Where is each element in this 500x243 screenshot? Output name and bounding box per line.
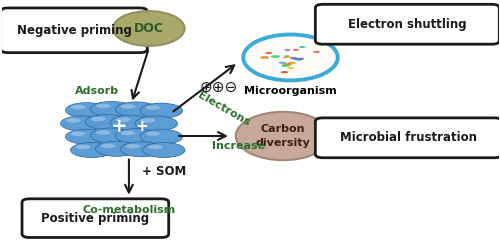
Text: Microbial frustration: Microbial frustration: [340, 131, 477, 144]
Ellipse shape: [66, 129, 108, 144]
Ellipse shape: [142, 143, 185, 157]
Ellipse shape: [135, 116, 178, 131]
Ellipse shape: [260, 56, 269, 59]
Ellipse shape: [123, 143, 163, 157]
Ellipse shape: [66, 103, 108, 118]
Text: Positive priming: Positive priming: [42, 212, 150, 225]
Ellipse shape: [96, 130, 110, 135]
Ellipse shape: [146, 131, 160, 136]
FancyBboxPatch shape: [22, 199, 169, 237]
Ellipse shape: [145, 144, 186, 157]
Ellipse shape: [73, 144, 113, 157]
Ellipse shape: [146, 105, 160, 110]
Ellipse shape: [71, 131, 86, 136]
Ellipse shape: [68, 104, 108, 118]
Ellipse shape: [138, 117, 178, 131]
Ellipse shape: [284, 55, 290, 57]
Ellipse shape: [288, 62, 296, 64]
Ellipse shape: [236, 112, 330, 160]
Ellipse shape: [96, 141, 138, 156]
Ellipse shape: [140, 118, 155, 123]
Ellipse shape: [120, 142, 162, 157]
Ellipse shape: [281, 71, 288, 73]
Ellipse shape: [296, 59, 302, 61]
Ellipse shape: [313, 51, 320, 53]
Text: DOC: DOC: [134, 22, 164, 35]
Text: Co-metabolism: Co-metabolism: [82, 205, 176, 215]
Ellipse shape: [126, 144, 140, 148]
Ellipse shape: [293, 58, 300, 60]
Ellipse shape: [98, 143, 138, 156]
Ellipse shape: [284, 49, 290, 51]
Ellipse shape: [68, 131, 108, 144]
Ellipse shape: [93, 130, 133, 143]
Ellipse shape: [60, 116, 103, 131]
Ellipse shape: [96, 104, 110, 108]
Ellipse shape: [90, 101, 132, 116]
Ellipse shape: [118, 104, 158, 117]
Text: ⊕⊕⊖: ⊕⊕⊖: [200, 80, 237, 95]
FancyBboxPatch shape: [316, 4, 500, 44]
Ellipse shape: [265, 52, 272, 54]
Text: Microorganism: Microorganism: [244, 86, 337, 96]
Circle shape: [244, 35, 338, 80]
Ellipse shape: [140, 129, 182, 144]
Ellipse shape: [71, 105, 86, 109]
Ellipse shape: [299, 46, 306, 48]
Ellipse shape: [66, 118, 80, 123]
Ellipse shape: [110, 115, 152, 130]
Ellipse shape: [120, 131, 136, 135]
Text: Carbon
diversity: Carbon diversity: [256, 124, 310, 148]
Text: Electron shuttling: Electron shuttling: [348, 18, 467, 31]
Ellipse shape: [86, 114, 128, 130]
Ellipse shape: [63, 117, 103, 131]
Ellipse shape: [140, 103, 182, 118]
Ellipse shape: [287, 67, 294, 69]
Text: + SOM: + SOM: [142, 165, 186, 178]
Circle shape: [113, 11, 184, 46]
Ellipse shape: [296, 58, 304, 60]
Ellipse shape: [76, 145, 90, 149]
Ellipse shape: [88, 116, 128, 130]
Text: Increase: Increase: [212, 141, 265, 151]
Ellipse shape: [142, 104, 183, 118]
Ellipse shape: [113, 117, 153, 130]
Text: Negative priming: Negative priming: [16, 24, 132, 37]
FancyBboxPatch shape: [0, 8, 148, 53]
Ellipse shape: [90, 128, 132, 143]
Text: Electrons: Electrons: [196, 90, 251, 128]
Ellipse shape: [93, 103, 133, 116]
Ellipse shape: [282, 63, 292, 66]
Ellipse shape: [70, 143, 113, 157]
Text: +: +: [135, 119, 147, 134]
Ellipse shape: [148, 145, 162, 149]
Ellipse shape: [271, 55, 280, 58]
Ellipse shape: [282, 57, 288, 58]
Ellipse shape: [278, 62, 285, 64]
Ellipse shape: [286, 56, 290, 58]
Ellipse shape: [292, 49, 299, 51]
Ellipse shape: [100, 144, 116, 148]
Ellipse shape: [281, 64, 289, 67]
Ellipse shape: [90, 117, 106, 121]
Ellipse shape: [115, 129, 158, 143]
Text: Adsorb: Adsorb: [74, 86, 118, 96]
Ellipse shape: [120, 104, 136, 109]
Ellipse shape: [142, 131, 183, 144]
Text: +: +: [110, 117, 127, 136]
Ellipse shape: [115, 102, 158, 117]
Ellipse shape: [116, 117, 130, 122]
FancyBboxPatch shape: [316, 118, 500, 158]
Ellipse shape: [118, 130, 158, 143]
Ellipse shape: [290, 57, 298, 59]
